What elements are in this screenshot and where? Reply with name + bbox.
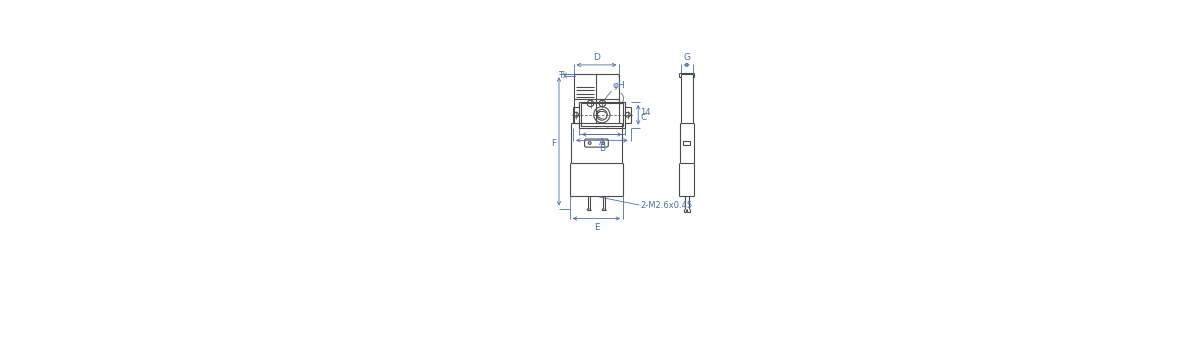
Text: 2-M2.6x0.45: 2-M2.6x0.45 [641, 201, 692, 210]
Text: C: C [641, 113, 647, 122]
Text: G: G [683, 52, 690, 62]
Text: φH: φH [612, 81, 625, 90]
Bar [683, 141, 690, 146]
Text: D: D [593, 52, 600, 62]
Bar [581, 104, 623, 126]
Text: F: F [551, 139, 556, 148]
Text: 14: 14 [641, 108, 651, 117]
Text: T: T [558, 71, 563, 80]
Bar [579, 102, 624, 128]
Text: B: B [599, 144, 605, 153]
Text: E: E [594, 223, 599, 232]
Text: A: A [599, 138, 605, 147]
